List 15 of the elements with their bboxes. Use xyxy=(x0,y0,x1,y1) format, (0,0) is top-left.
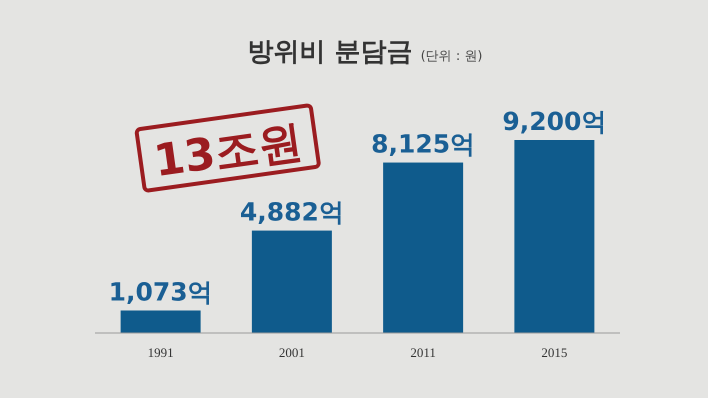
x-tick-label: 2001 xyxy=(278,345,305,360)
chart-title: 방위비 분담금 xyxy=(248,37,413,67)
chart-subtitle: (단위 : 원) xyxy=(420,49,482,64)
x-tick-label: 2011 xyxy=(410,345,436,360)
x-tick-label: 2015 xyxy=(541,345,568,360)
data-label: 8,125억 xyxy=(371,130,476,159)
bar xyxy=(120,310,201,333)
data-label: 9,200억 xyxy=(502,107,606,136)
annotation: 13조원 xyxy=(150,116,306,188)
bar xyxy=(252,230,332,333)
x-tick-label: 1991 xyxy=(148,345,174,360)
data-label: 1,073억 xyxy=(108,277,213,306)
data-label: 4,882억 xyxy=(240,198,344,227)
bar xyxy=(383,162,464,333)
bar xyxy=(514,140,594,333)
